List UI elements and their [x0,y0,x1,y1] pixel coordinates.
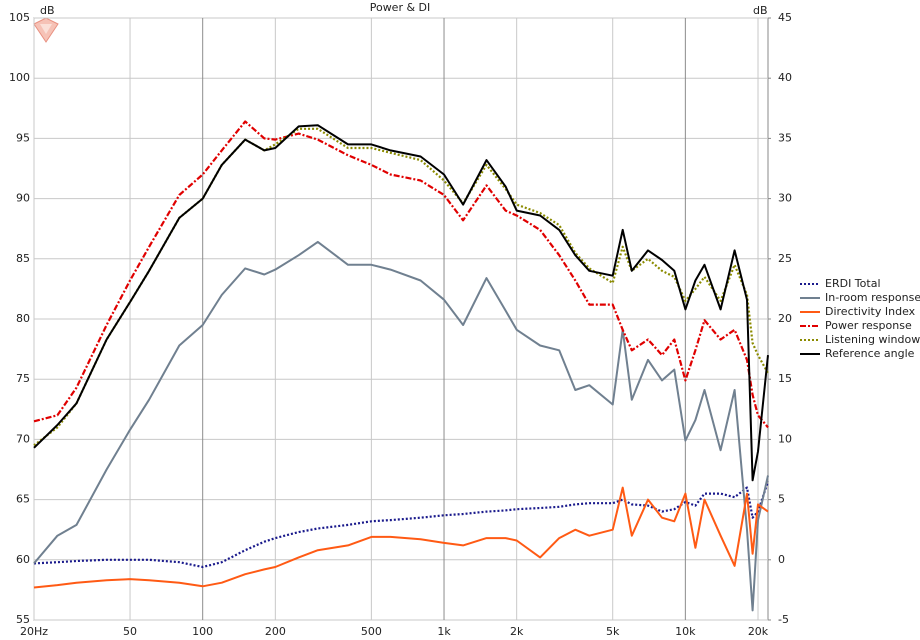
y2-tick-label: 40 [778,71,792,84]
legend-label: Directivity Index [825,305,916,318]
y-tick-label: 105 [9,11,30,24]
x-tick-label: 100 [192,625,213,638]
series-line [33,486,769,589]
x-tick-label: 50 [123,625,137,638]
y-tick-label: 65 [16,493,30,506]
series-line [33,240,769,612]
y-tick-label: 100 [9,71,30,84]
y-tick-label: 95 [16,131,30,144]
series-line [33,124,769,482]
x-tick-label: 500 [361,625,382,638]
y2-axis-label: dB [753,4,768,17]
logo [33,17,59,43]
y2-tick-label: 25 [778,252,792,265]
legend-label: Power response [825,319,912,332]
chart-title: Power & DI [370,1,431,14]
x-tick-label: 200 [265,625,286,638]
x-tick-label: 10k [675,625,696,638]
y-tick-label: 90 [16,192,30,205]
y2-tick-label: 45 [778,11,792,24]
series-line [33,481,770,569]
y-tick-label: 75 [16,372,30,385]
x-tick-label: 20Hz [20,625,48,638]
x-tick-label: 5k [606,625,620,638]
legend-label: ERDI Total [825,277,881,290]
y2-tick-label: 15 [778,372,792,385]
y-tick-label: 70 [16,432,30,445]
y-tick-label: 85 [16,252,30,265]
y2-tick-label: -5 [778,613,789,626]
series-line [33,120,769,429]
y-tick-label: 55 [16,613,30,626]
y2-tick-label: 0 [778,553,785,566]
y2-tick-label: 10 [778,432,792,445]
y-tick-label: 80 [16,312,30,325]
y-tick-label: 60 [16,553,30,566]
y2-tick-label: 20 [778,312,792,325]
y2-tick-label: 30 [778,192,792,205]
y2-tick-label: 5 [778,493,785,506]
legend-label: Reference angle [825,347,915,360]
legend-label: In-room response [825,291,920,304]
legend-label: Listening window [825,333,920,346]
y2-tick-label: 35 [778,131,792,144]
x-tick-label: 1k [437,625,451,638]
y-axis-label: dB [40,4,55,17]
x-tick-label: 2k [510,625,524,638]
x-tick-label: 20k [748,625,769,638]
